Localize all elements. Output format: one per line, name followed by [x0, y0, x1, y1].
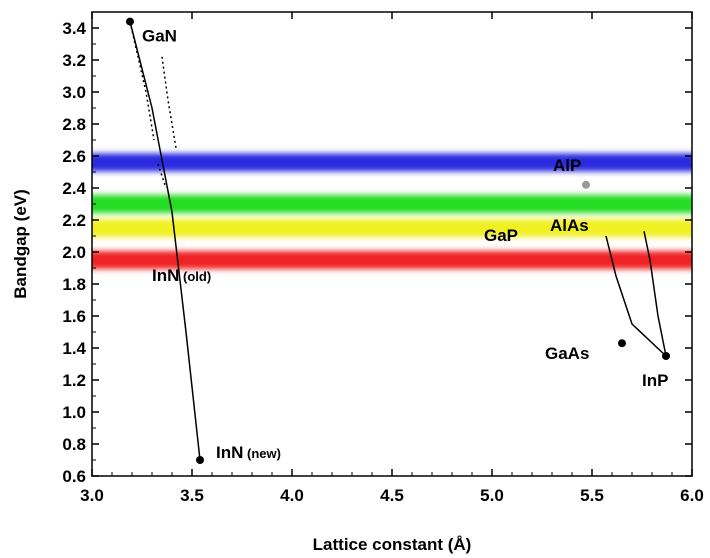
point-label-alas: AlAs: [550, 216, 589, 235]
y-tick-label: 3.0: [62, 83, 86, 102]
point-label-inn: InN (new): [216, 443, 281, 462]
y-tick-label: 3.2: [62, 51, 86, 70]
x-tick-label: 6.0: [680, 486, 704, 505]
y-tick-label: 1.0: [62, 403, 86, 422]
y-axis-title: Bandgap (eV): [11, 189, 30, 299]
band-red: [92, 251, 692, 269]
point-inn: [196, 456, 204, 464]
point-label-inp: InP: [642, 371, 668, 390]
y-tick-label: 3.4: [62, 19, 86, 38]
point-label-inn: InN (old): [152, 266, 211, 285]
x-axis-title: Lattice constant (Å): [313, 535, 472, 554]
band-yellow: [92, 219, 692, 237]
y-tick-label: 1.6: [62, 307, 86, 326]
point-label-gap: GaP: [484, 226, 518, 245]
y-tick-label: 1.4: [62, 339, 86, 358]
point-gaas: [618, 339, 626, 348]
y-tick-label: 1.2: [62, 371, 86, 390]
solid-curve-2: [605, 235, 667, 357]
x-tick-label: 4.5: [380, 486, 404, 505]
point-gan: [126, 17, 134, 26]
solid-curve-1: [643, 231, 667, 357]
data-points: GaN InN (new) AlP GaAs InP GaP AlAs InN (old): [126, 17, 670, 464]
point-alp: [582, 180, 590, 189]
band-blue: [92, 153, 692, 172]
y-tick-label: 2.4: [62, 179, 86, 198]
y-tick-label: 2.0: [62, 243, 86, 262]
y-tick-label: 2.6: [62, 147, 86, 166]
y-tick-label: 1.8: [62, 275, 86, 294]
x-tick-label: 3.0: [80, 486, 104, 505]
x-tick-label: 5.5: [580, 486, 604, 505]
band-green: [92, 195, 692, 213]
curves: [129, 21, 667, 461]
solid-curve-0: [129, 21, 201, 461]
y-tick-label: 0.8: [62, 435, 86, 454]
x-tick-label: 3.5: [180, 486, 204, 505]
dotted-curve-0: [161, 56, 177, 149]
axes: 3.0 3.5 4.0 4.5 5.0 5.5 6.0 0.6 0.8 1.0 1.2 1.4 1.6 1…: [62, 12, 704, 505]
y-tick-label: 2.2: [62, 211, 86, 230]
color-bands: [92, 153, 692, 269]
point-inp: [662, 352, 670, 360]
y-tick-label: 0.6: [62, 467, 86, 486]
dotted-curve-2: [157, 163, 167, 189]
y-tick-label: 2.8: [62, 115, 86, 134]
point-label-alp: AlP: [553, 156, 581, 175]
x-tick-label: 5.0: [480, 486, 504, 505]
plot-area-frame: [91, 11, 693, 477]
x-tick-label: 4.0: [280, 486, 304, 505]
point-label-gaas: GaAs: [545, 344, 589, 363]
point-label-gan: GaN: [142, 27, 177, 46]
